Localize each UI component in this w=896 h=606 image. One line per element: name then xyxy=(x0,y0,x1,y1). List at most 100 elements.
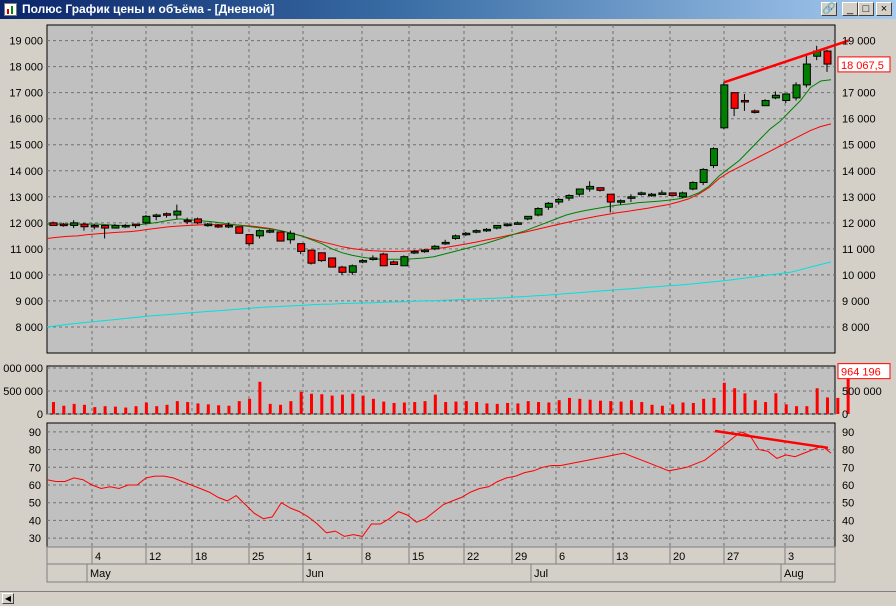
volume-bar xyxy=(93,407,97,414)
minimize-button[interactable]: _ xyxy=(842,2,858,16)
candle-body xyxy=(400,256,409,267)
price-axis-left-label: 13 000 xyxy=(9,192,43,204)
oscillator-axis-right-label: 70 xyxy=(842,462,854,474)
candle-body xyxy=(90,224,99,228)
volume-bar xyxy=(826,397,829,414)
volume-axis-left-label: 500 000 xyxy=(3,386,43,398)
price-axis-left-label: 8 000 xyxy=(15,322,43,334)
volume-bar xyxy=(279,404,283,414)
candle-body xyxy=(451,235,460,239)
close-button[interactable]: × xyxy=(876,2,892,16)
link-icon[interactable]: 🔗 xyxy=(821,2,837,16)
candle xyxy=(173,204,182,219)
candle-body xyxy=(183,219,192,223)
price-axis-left-label: 9 000 xyxy=(15,296,43,308)
oscillator-axis-left-label: 40 xyxy=(29,515,41,527)
oscillator-axis-right-label: 60 xyxy=(842,480,854,492)
candle-body xyxy=(379,253,388,267)
day-label: 20 xyxy=(673,551,685,563)
volume-bar xyxy=(237,401,241,414)
last-volume-box xyxy=(837,363,891,380)
oscillator-axis-left-label: 90 xyxy=(29,427,41,439)
candle xyxy=(699,168,708,186)
volume-pane-background xyxy=(46,365,836,415)
volume-bar xyxy=(351,393,355,414)
volume-bar xyxy=(227,405,231,414)
candle-body xyxy=(761,99,770,107)
price-axis-left-label: 16 000 xyxy=(9,114,43,126)
volume-bar xyxy=(82,404,86,414)
volume-bar xyxy=(702,398,706,414)
day-label: 6 xyxy=(559,551,565,563)
volume-bar xyxy=(134,406,138,414)
candle xyxy=(297,243,306,255)
price-axis-left-label: 11 000 xyxy=(10,244,43,256)
volume-bar xyxy=(815,388,819,414)
day-label: 15 xyxy=(412,551,424,563)
candle-body xyxy=(586,185,595,190)
candle xyxy=(627,194,636,203)
candle xyxy=(606,193,615,213)
candle-body xyxy=(751,110,760,113)
volume-bar xyxy=(795,406,799,414)
oscillator-axis-left-label: 70 xyxy=(29,462,41,474)
maximize-button[interactable]: □ xyxy=(858,2,874,16)
scroll-left-icon[interactable]: ◀ xyxy=(2,593,14,604)
price-axis-right-label: 13 000 xyxy=(842,192,876,204)
volume-pane xyxy=(52,369,850,414)
month-label: Jul xyxy=(534,568,548,580)
candle-body xyxy=(823,50,832,65)
volume-bar xyxy=(72,403,76,414)
candle xyxy=(689,181,698,191)
month-label: May xyxy=(90,568,111,580)
candle xyxy=(534,207,543,217)
day-label: 25 xyxy=(252,551,264,563)
day-label: 18 xyxy=(195,551,207,563)
candle-body xyxy=(658,192,667,195)
candle-body xyxy=(390,261,399,265)
candle xyxy=(544,202,553,210)
candle xyxy=(132,223,141,229)
volume-bar xyxy=(506,402,510,414)
volume-bar xyxy=(557,400,561,414)
volume-axis-right-label: 0 xyxy=(842,409,848,421)
horizontal-scrollbar[interactable]: ◀ xyxy=(0,591,896,606)
volume-bar xyxy=(258,381,262,414)
candle xyxy=(431,244,440,251)
candle-body xyxy=(121,224,130,228)
volume-bar xyxy=(392,402,396,414)
candle xyxy=(400,255,409,267)
volume-bar xyxy=(485,403,489,414)
candle xyxy=(730,92,739,117)
candle xyxy=(451,234,460,240)
volume-bar xyxy=(320,394,324,414)
candle xyxy=(565,194,574,201)
candle-body xyxy=(689,181,698,190)
candle-body xyxy=(204,223,213,227)
candle xyxy=(390,260,399,265)
volume-bar xyxy=(330,395,334,414)
candle xyxy=(751,109,760,114)
title-bar: Полюс График цены и объёма - [Дневной] 🔗… xyxy=(0,0,896,19)
candle-body xyxy=(328,257,337,268)
app-chart-icon[interactable] xyxy=(4,3,17,16)
candle xyxy=(245,234,254,247)
candle xyxy=(142,215,151,225)
candle-body xyxy=(307,249,316,264)
oscillator-axis-right-label: 40 xyxy=(842,515,854,527)
volume-bar xyxy=(248,398,252,414)
candle xyxy=(482,228,491,232)
candle xyxy=(761,99,770,107)
month-label: Jun xyxy=(306,568,324,580)
volume-bar xyxy=(671,404,675,414)
price-axis-right-label: 9 000 xyxy=(842,296,870,308)
candle xyxy=(121,224,130,229)
candle-body xyxy=(730,92,739,109)
volume-bar xyxy=(113,406,117,414)
candle xyxy=(317,252,326,262)
candle-body xyxy=(802,63,811,86)
price-axis-right-label: 15 000 xyxy=(842,140,876,152)
volume-bar xyxy=(206,404,210,414)
candle-body xyxy=(276,231,285,242)
